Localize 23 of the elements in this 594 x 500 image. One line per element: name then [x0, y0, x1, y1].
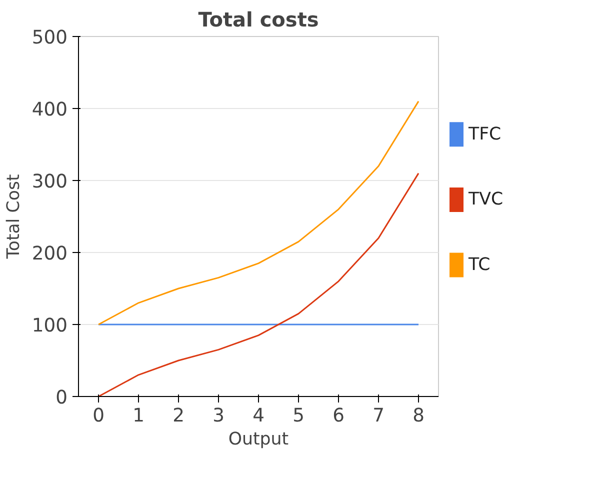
line-series — [98, 100, 420, 326]
legend-label: TVC — [468, 190, 504, 210]
x-tick-label: 5 — [292, 406, 304, 426]
x-tick-label: 2 — [172, 406, 184, 426]
x-tick-label: 1 — [132, 406, 144, 426]
x-tick-label: 7 — [372, 406, 384, 426]
chart-title: Total costs — [198, 8, 319, 32]
y-tick-label: 400 — [32, 100, 68, 120]
y-tick-label: 500 — [32, 28, 68, 48]
y-tick-label: 300 — [32, 172, 68, 192]
legend-label: TFC — [468, 124, 502, 144]
y-tick-label: 100 — [32, 316, 68, 336]
legend-label: TC — [468, 254, 490, 275]
x-tick-label: 8 — [412, 406, 424, 426]
y-tick-label: 200 — [32, 244, 68, 264]
line-series — [98, 172, 420, 396]
y-tick-label: 0 — [56, 388, 68, 408]
x-tick-label: 3 — [212, 406, 224, 426]
x-axis-title: Output — [228, 430, 289, 450]
x-tick-label: 0 — [92, 406, 104, 426]
y-axis-title: Total Cost — [4, 174, 24, 260]
x-tick-label: 4 — [252, 406, 264, 426]
x-tick-label: 6 — [332, 406, 344, 426]
